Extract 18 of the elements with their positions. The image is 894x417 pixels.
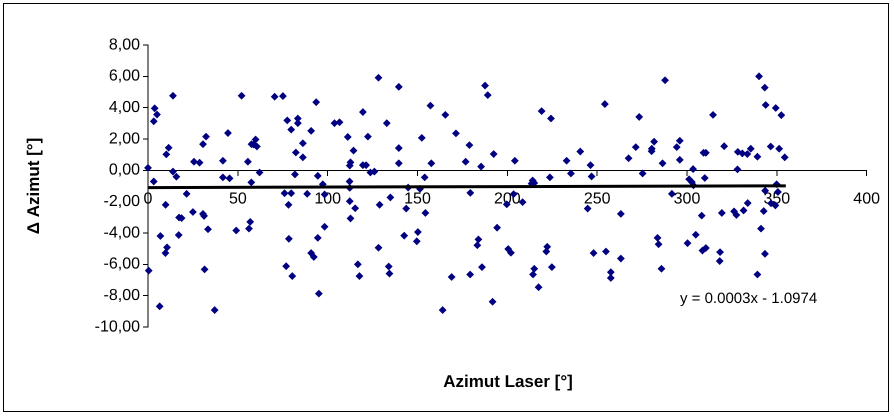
y-tick-label: -6,00	[104, 256, 140, 273]
x-tick-label: 150	[404, 190, 431, 208]
y-tick-label: 4,00	[108, 99, 140, 116]
x-tick-label: 250	[584, 190, 611, 208]
x-tick-label: 50	[228, 190, 247, 208]
y-tick-label: -8,00	[104, 287, 140, 304]
annotation: y = 0.0003x - 1.0974	[680, 290, 818, 307]
x-axis-title: Azimut Laser [°]	[442, 372, 574, 392]
y-tick-label: -2,00	[104, 193, 140, 210]
y-tick-label: 6,00	[108, 68, 140, 85]
y-axis-title: Δ Azimut [°]	[24, 138, 43, 234]
y-tick-label: 8,00	[108, 36, 140, 54]
y-tick-label: 0,00	[108, 162, 140, 179]
y-tick-label: 2,00	[108, 130, 140, 148]
y-tick-label: -10,00	[94, 318, 140, 336]
x-tick-label: 400	[853, 190, 880, 208]
y-tick-label: -4,00	[104, 224, 140, 242]
x-tick-label: 300	[674, 190, 700, 208]
